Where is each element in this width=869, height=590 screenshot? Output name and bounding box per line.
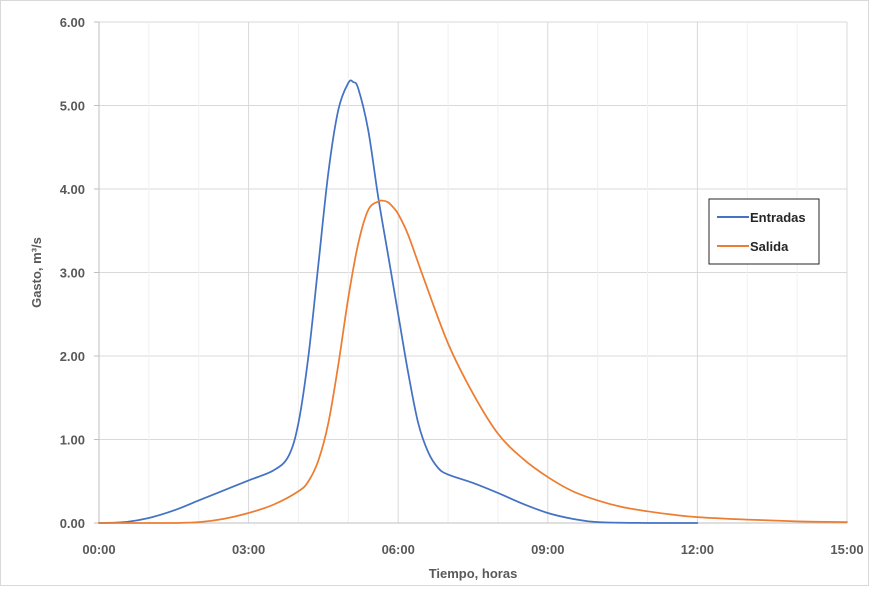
gridlines (99, 21, 848, 523)
y-tick-label: 6.00 (60, 15, 85, 30)
y-tick-label: 5.00 (60, 99, 85, 114)
series-line-entradas (98, 79, 699, 524)
x-tick-label: 06:00 (382, 542, 415, 557)
x-tick-label: 15:00 (830, 542, 863, 557)
x-tick-label: 03:00 (232, 542, 265, 557)
y-tick-label: 0.00 (60, 516, 85, 531)
series-lines (98, 79, 848, 524)
y-tick-label: 2.00 (60, 349, 85, 364)
y-tick-label: 1.00 (60, 433, 85, 448)
x-axis-title: Tiempo, horas (429, 566, 518, 581)
y-tick-label: 3.00 (60, 266, 85, 281)
y-axis-title: Gasto, m³/s (29, 237, 44, 308)
series-line-salida (98, 199, 848, 524)
x-tick-label: 12:00 (681, 542, 714, 557)
legend-box (708, 198, 820, 265)
legend: Entradas Salida (708, 198, 820, 265)
y-tick-label: 4.00 (60, 182, 85, 197)
tick-labels: 0.00 1.00 2.00 3.00 4.00 5.00 6.00 00:00 03:00 06… (60, 15, 864, 557)
axes (94, 21, 847, 524)
legend-label: Salida (750, 239, 789, 254)
legend-label: Entradas (750, 210, 806, 225)
x-tick-label: 09:00 (531, 542, 564, 557)
x-tick-label: 00:00 (82, 542, 115, 557)
